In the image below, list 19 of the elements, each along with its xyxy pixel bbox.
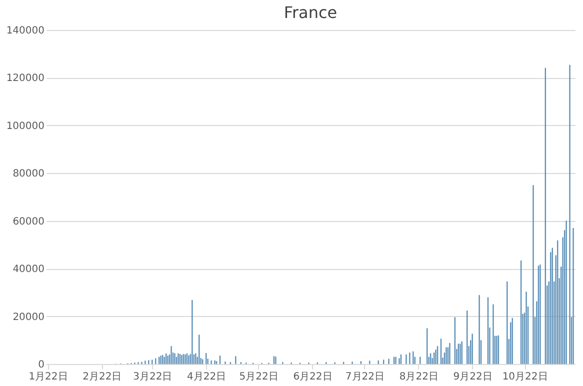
y-tick-label: 100000 <box>6 120 44 132</box>
y-tick-label: 60000 <box>12 216 44 228</box>
y-tick-label: 0 <box>38 360 44 370</box>
y-tick-label: 140000 <box>6 26 44 36</box>
chart-title: France <box>284 3 338 22</box>
y-tick-label: 40000 <box>12 264 44 276</box>
x-tick-label: 6月22日 <box>293 372 332 382</box>
x-tick-label: 4月22日 <box>187 372 226 382</box>
x-tick-label: 5月22日 <box>239 372 278 382</box>
x-tick-label: 10月22日 <box>502 372 548 382</box>
y-tick-label: 80000 <box>12 168 44 180</box>
x-tick-label: 1月22日 <box>28 372 68 382</box>
x-tick-label: 3月22日 <box>133 372 172 382</box>
x-tick-label: 2月22日 <box>82 372 122 382</box>
x-tick-label: 9月22日 <box>453 372 492 382</box>
x-tick-label: 8月22日 <box>399 372 438 382</box>
x-tick-label: 7月22日 <box>345 372 384 382</box>
y-tick-label: 120000 <box>6 73 44 84</box>
y-tick-label: 20000 <box>12 312 44 323</box>
